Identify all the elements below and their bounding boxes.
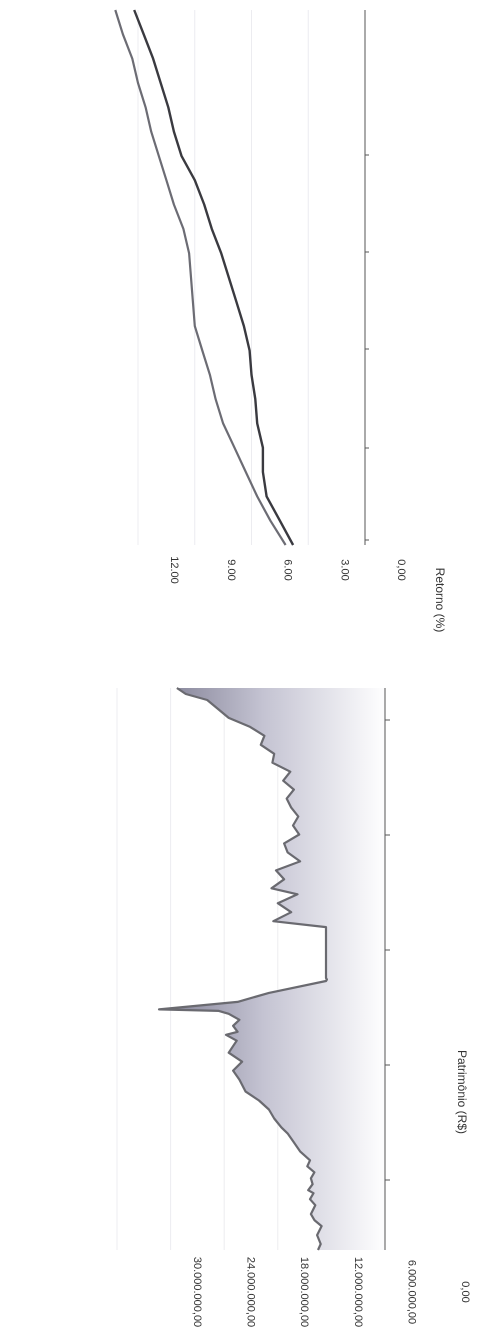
patrimonio-y-tick-labels: 0,00 6.000.000,00 12.000.000,00 18.000.000,…	[191, 1257, 471, 1327]
retorno-series-lower	[133, 9, 295, 546]
retorno-gridlines	[137, 10, 309, 545]
retorno-y-tick-label: 6.00	[282, 559, 294, 580]
patrimonio-y-tick-label: 24.000.000,00	[245, 1257, 257, 1327]
patrimonio-chart: 0,00 6.000.000,00 12.000.000,00 18.000.000,…	[116, 687, 471, 1327]
retorno-x-ticks	[365, 154, 369, 541]
retorno-y-tick-label: 9.00	[225, 559, 237, 580]
retorno-series-upper	[114, 9, 287, 546]
patrimonio-y-tick-label: 30.000.000,00	[191, 1257, 203, 1327]
retorno-y-tick-labels: 0,00 3.00 6.00 9.00 12.00	[168, 556, 407, 584]
patrimonio-y-tick-label: 6.000.000,00	[405, 1260, 417, 1324]
patrimonio-y-tick-label: 12.000.000,00	[352, 1257, 364, 1327]
patrimonio-y-axis-label: Patrimônio (R$)	[455, 1050, 469, 1134]
patrimonio-y-tick-label: 18.000.000,00	[298, 1257, 310, 1327]
retorno-y-tick-label: 0,00	[395, 559, 407, 580]
patrimonio-x-ticks	[385, 719, 390, 1181]
retorno-y-tick-label: 12.00	[168, 556, 180, 584]
patrimonio-y-tick-label: 0,00	[459, 1281, 471, 1302]
retorno-y-axis-label: Retorno (%)	[433, 568, 447, 633]
patrimonio-line	[157, 687, 328, 1251]
retorno-chart: 0,00 3.00 6.00 9.00 12.00 Retorno (%)	[114, 9, 447, 633]
patrimonio-area	[159, 688, 385, 1250]
retorno-y-tick-label: 3.00	[338, 559, 350, 580]
